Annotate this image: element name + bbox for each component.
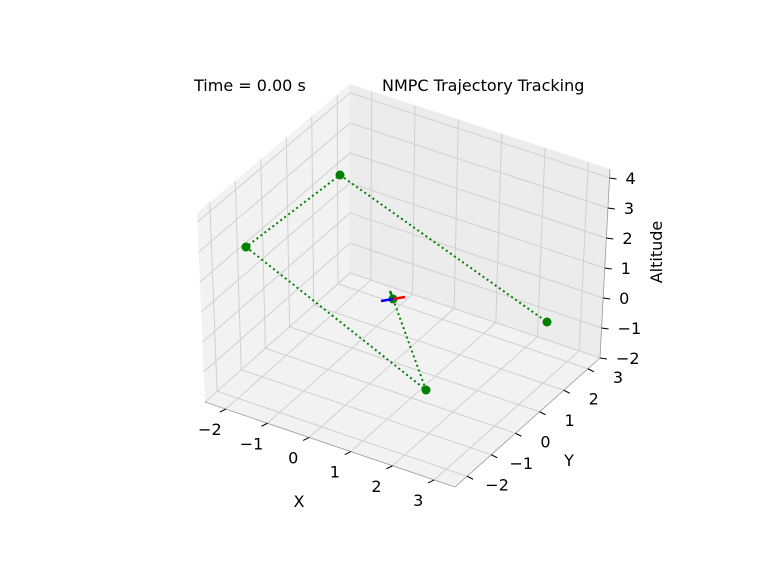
grid-line-z bbox=[203, 242, 602, 373]
z-tick-label: 4 bbox=[626, 169, 636, 188]
y-tick-label: 2 bbox=[589, 389, 599, 408]
x-tick bbox=[386, 465, 393, 470]
x-tick-label: −1 bbox=[240, 434, 264, 453]
y-tick bbox=[587, 368, 595, 373]
y-tick-label: −2 bbox=[485, 475, 509, 494]
x-tick bbox=[302, 436, 310, 441]
x-tick-label: 0 bbox=[288, 448, 298, 467]
z-tick bbox=[599, 357, 608, 360]
floor-pane bbox=[205, 273, 600, 487]
y-axis-label: Y bbox=[563, 451, 574, 470]
grid-line-z bbox=[202, 212, 604, 343]
y-tick bbox=[539, 411, 546, 416]
y-tick-label: 0 bbox=[540, 432, 550, 451]
z-tick-label: 0 bbox=[619, 289, 629, 308]
y-tick-label: 3 bbox=[613, 368, 623, 387]
z-tick bbox=[607, 207, 616, 210]
z-tick bbox=[603, 297, 611, 300]
x-tick-label: −2 bbox=[198, 420, 222, 439]
waypoint-marker bbox=[241, 242, 251, 252]
x-tick bbox=[344, 451, 352, 456]
x-tick-label: 3 bbox=[413, 491, 423, 510]
grid-line-z bbox=[204, 272, 601, 403]
grid-line-z bbox=[197, 92, 610, 223]
y-tick bbox=[466, 475, 474, 480]
drone-z-axis bbox=[380, 297, 394, 303]
y-tick-label: 1 bbox=[564, 411, 574, 430]
z-tick bbox=[609, 177, 617, 180]
tick-marks bbox=[219, 177, 617, 484]
x-axis-line bbox=[204, 401, 456, 488]
z-tick-label: −2 bbox=[616, 349, 640, 368]
z-tick bbox=[606, 237, 614, 240]
y-tick bbox=[491, 454, 498, 459]
time-readout: Time = 0.00 s bbox=[193, 76, 306, 95]
z-tick-label: 1 bbox=[621, 259, 631, 278]
waypoint-marker bbox=[542, 317, 552, 327]
x-tick bbox=[261, 422, 268, 427]
drone-y-axis bbox=[388, 290, 395, 300]
drone-x-axis bbox=[392, 295, 406, 301]
z-tick bbox=[601, 327, 609, 330]
z-axis-label: Altitude bbox=[647, 221, 666, 284]
z-tick-label: 2 bbox=[622, 229, 632, 248]
grid-line-z bbox=[199, 152, 607, 283]
z-tick bbox=[604, 267, 612, 270]
x-axis-label: X bbox=[294, 492, 305, 511]
waypoint-marker bbox=[335, 170, 345, 180]
chart-title: NMPC Trajectory Tracking bbox=[382, 76, 584, 95]
x-tick bbox=[427, 479, 435, 484]
y-tick-label: −1 bbox=[509, 454, 533, 473]
z-axis-line bbox=[599, 168, 611, 359]
x-tick-label: 2 bbox=[371, 477, 381, 496]
axis-edges bbox=[204, 168, 611, 488]
x-tick-label: 1 bbox=[330, 463, 340, 482]
y-tick bbox=[563, 389, 570, 394]
grid-line-z bbox=[200, 182, 605, 313]
grid-line-z bbox=[198, 122, 609, 253]
drone-marker bbox=[380, 290, 406, 303]
z-tick-label: 3 bbox=[624, 199, 634, 218]
waypoint-marker bbox=[421, 385, 431, 395]
y-axis-line bbox=[454, 357, 601, 488]
y-tick bbox=[515, 432, 522, 437]
x-tick bbox=[219, 408, 227, 413]
z-tick-label: −1 bbox=[618, 319, 642, 338]
grid-lines bbox=[197, 91, 610, 481]
